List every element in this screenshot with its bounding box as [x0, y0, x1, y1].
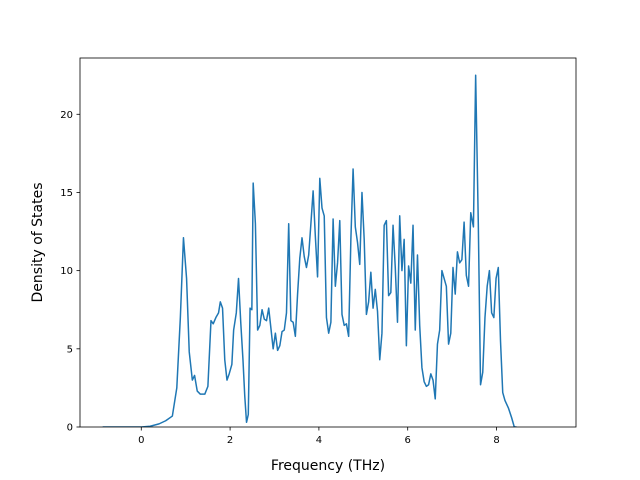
- x-tick-label: 6: [405, 435, 411, 446]
- plot-frame: [79, 57, 577, 428]
- y-tick-label: 15: [60, 188, 73, 199]
- y-tick-label: 5: [67, 344, 73, 355]
- x-tick-label: 0: [138, 435, 144, 446]
- dos-line: [102, 74, 517, 427]
- y-tick-label: 10: [60, 266, 73, 277]
- y-axis-label: Density of States: [30, 183, 46, 303]
- y-tick-label: 20: [60, 110, 73, 121]
- x-tick-label: 8: [493, 435, 499, 446]
- x-tick-label: 4: [316, 435, 322, 446]
- x-tick-label: 2: [227, 435, 233, 446]
- x-axis-label: Frequency (THz): [271, 458, 385, 474]
- y-tick-label: 0: [67, 423, 73, 434]
